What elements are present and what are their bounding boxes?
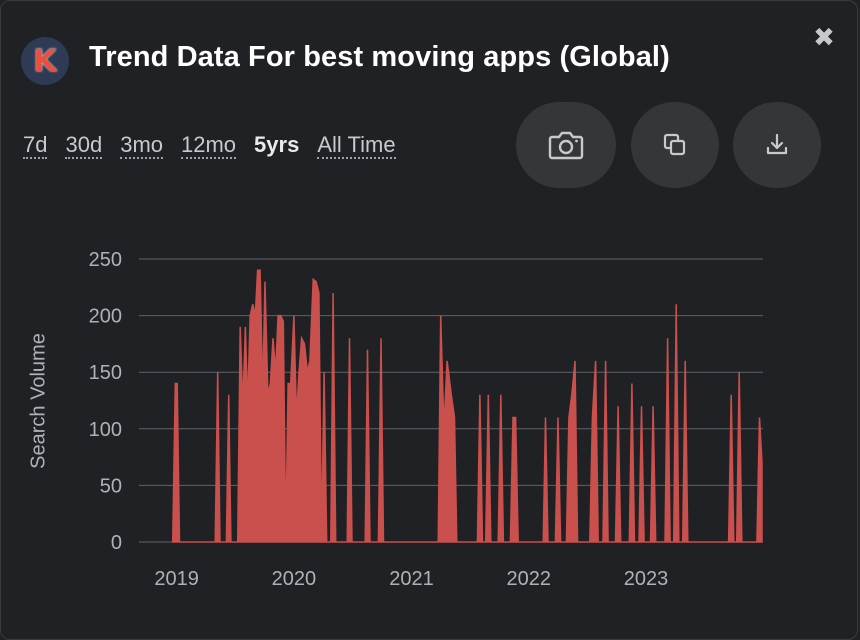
panel-title: Trend Data For best moving apps (Global): [89, 41, 670, 73]
y-tick-label: 200: [89, 306, 122, 328]
trend-chart: 0 50 100 150 200 250 2019 2020 2021 2022 2023: [89, 249, 763, 590]
copy-icon: [663, 133, 686, 156]
y-tick-label: 0: [111, 532, 122, 554]
x-tick-label: 2023: [624, 568, 669, 590]
range-5yrs[interactable]: 5yrs: [254, 132, 300, 157]
download-icon: [766, 133, 788, 155]
download-button[interactable]: [733, 102, 821, 188]
range-all-time[interactable]: All Time: [317, 132, 396, 159]
logo: K: [21, 37, 69, 85]
close-icon[interactable]: ✖: [813, 23, 835, 53]
x-tick-label: 2021: [389, 568, 434, 590]
search-volume-area: [171, 269, 763, 543]
x-tick-label: 2019: [154, 568, 199, 590]
x-tick-labels: 2019 2020 2021 2022 2023: [154, 568, 668, 590]
range-30d[interactable]: 30d: [65, 132, 103, 159]
y-tick-label: 50: [100, 475, 122, 497]
range-3mo[interactable]: 3mo: [120, 132, 163, 159]
x-tick-label: 2020: [272, 568, 317, 590]
y-tick-labels: 0 50 100 150 200 250: [89, 249, 122, 554]
x-tick-label: 2022: [507, 568, 552, 590]
copy-button[interactable]: [631, 102, 719, 188]
range-7d[interactable]: 7d: [23, 132, 48, 159]
camera-icon: [548, 131, 584, 160]
range-12mo[interactable]: 12mo: [181, 132, 237, 159]
logo-letter: K: [33, 43, 57, 79]
screenshot-button[interactable]: [516, 102, 616, 188]
y-tick-label: 100: [89, 419, 122, 441]
series-layer: [171, 269, 763, 543]
y-tick-label: 250: [89, 249, 122, 271]
time-range-selector: 7d 30d 3mo 12mo 5yrs All Time: [23, 133, 414, 159]
y-tick-label: 150: [89, 362, 122, 384]
